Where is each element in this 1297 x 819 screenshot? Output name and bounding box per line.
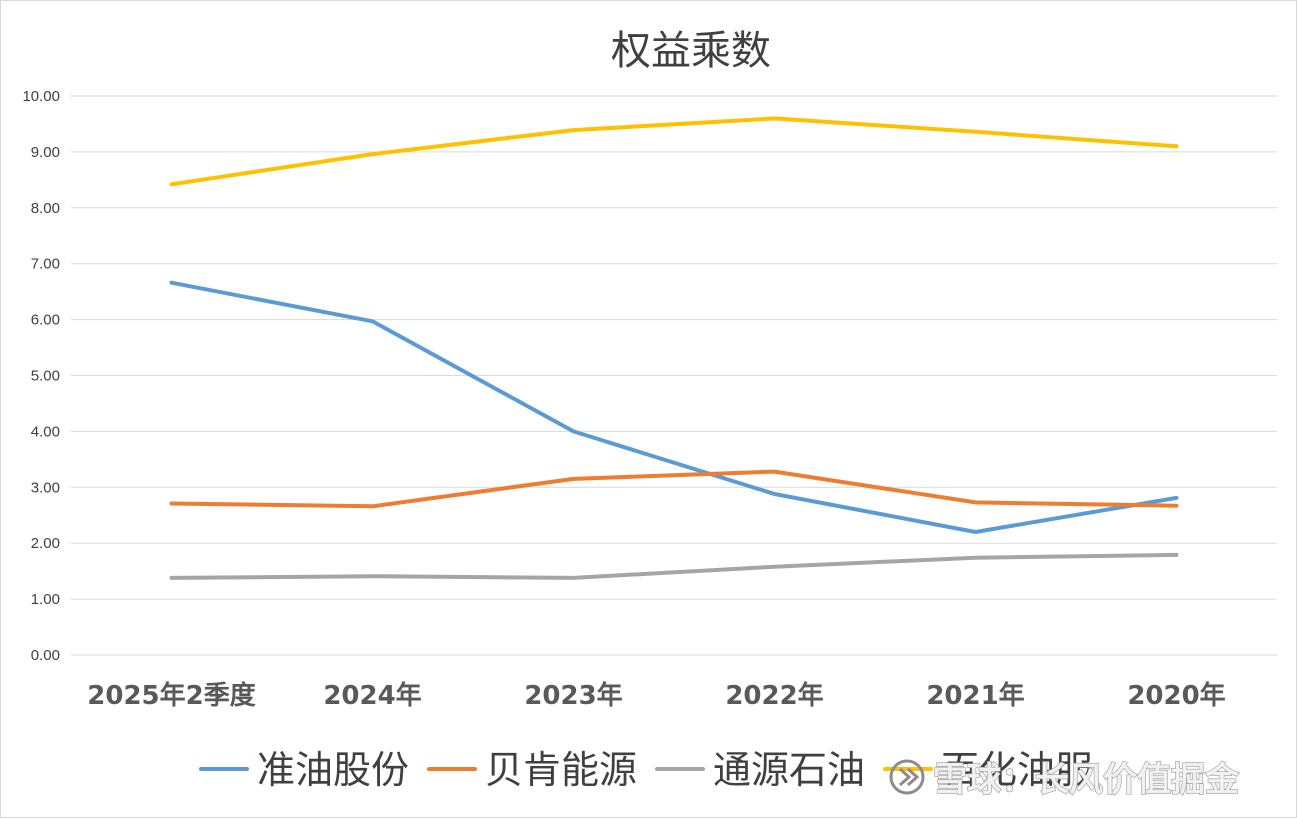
series-line-4 xyxy=(169,116,1179,187)
series-line-2 xyxy=(169,469,1179,509)
x-tick-label: 2022年 xyxy=(725,680,823,711)
y-tick-label: 10.00 xyxy=(22,88,60,105)
grid-lines xyxy=(71,95,1277,656)
y-tick-label: 7.00 xyxy=(31,256,60,273)
y-tick-label: 6.00 xyxy=(31,312,60,329)
y-tick-label: 1.00 xyxy=(31,591,60,608)
legend-label: 准油股份 xyxy=(257,748,409,792)
chart-title: 权益乘数 xyxy=(611,28,771,74)
watermark-text: 雪球：长风价值掘金 xyxy=(933,760,1240,800)
x-tick-label: 2021年 xyxy=(926,680,1024,711)
y-tick-label: 5.00 xyxy=(31,368,60,385)
y-tick-label: 0.00 xyxy=(31,647,60,664)
legend: 准油股份 贝肯能源 通源石油 百化油服 xyxy=(199,748,1093,792)
series-line-1 xyxy=(169,280,1179,534)
snowball-logo-icon xyxy=(889,759,925,795)
watermark: 雪球：长风价值掘金 xyxy=(889,759,1241,801)
y-tick-label: 4.00 xyxy=(31,423,60,440)
x-tick-label: 2020年 xyxy=(1127,680,1225,711)
legend-label: 百化油服 xyxy=(941,748,1093,792)
x-tick-label: 2024年 xyxy=(323,680,421,711)
series-lines xyxy=(169,116,1179,580)
legend-label: 通源石油 xyxy=(713,748,865,792)
x-axis-ticks: 2025年2季度 2024年 2023年 2022年 2021年 2020年 xyxy=(87,680,1225,711)
y-tick-label: 8.00 xyxy=(31,200,60,217)
x-tick-label: 2025年2季度 xyxy=(87,680,255,711)
x-tick-label: 2023年 xyxy=(524,680,622,711)
series-line-3 xyxy=(169,552,1179,580)
y-tick-label: 3.00 xyxy=(31,479,60,496)
y-axis-ticks: 0.00 1.00 2.00 3.00 4.00 5.00 6.00 7.00 8.00 9.00… xyxy=(22,88,60,664)
legend-label: 贝肯能源 xyxy=(485,748,637,792)
y-tick-label: 2.00 xyxy=(31,535,60,552)
y-tick-label: 9.00 xyxy=(31,144,60,161)
